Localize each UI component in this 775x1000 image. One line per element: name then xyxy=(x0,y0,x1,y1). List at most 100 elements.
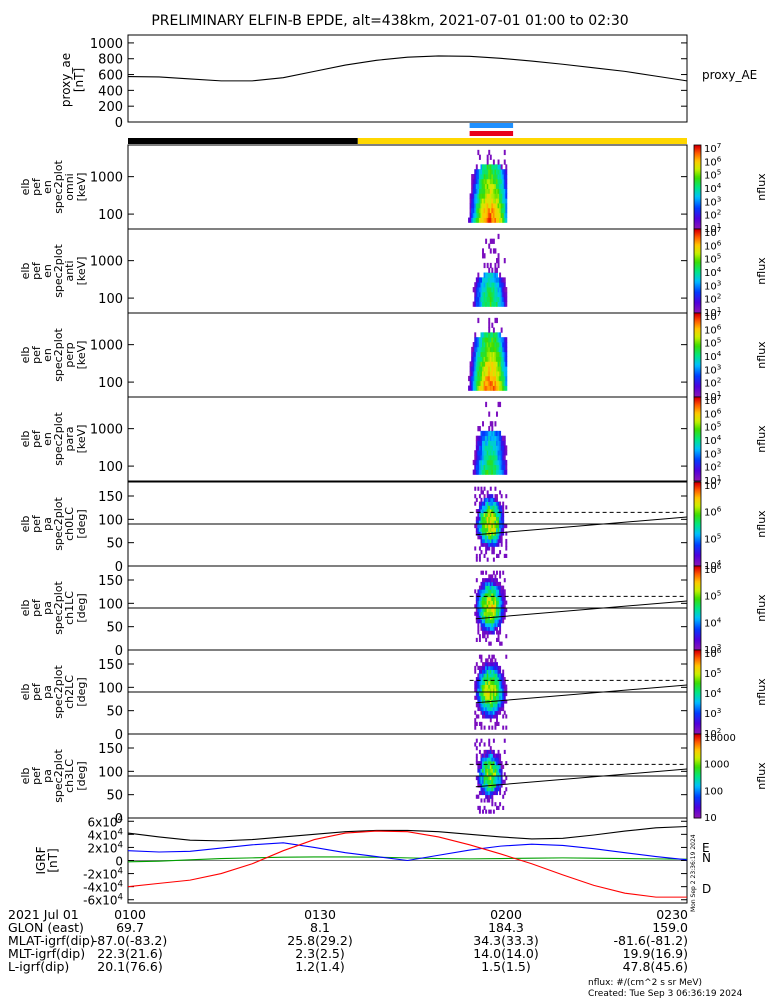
spectrogram-cell xyxy=(488,198,491,204)
spectrogram-cell xyxy=(492,714,495,719)
spectrogram-cell xyxy=(475,301,478,307)
spectrogram-cell xyxy=(491,509,494,514)
spectrogram-cell xyxy=(505,183,508,189)
nflux-units-note: nflux: #/(cm^2 s sr MeV) xyxy=(588,978,702,988)
spectrogram-cell xyxy=(482,527,484,532)
spectrogram-cell xyxy=(482,421,484,427)
spectrogram-cell xyxy=(475,596,478,601)
spectrogram-cell xyxy=(474,385,477,391)
spectrogram-cell xyxy=(502,342,505,348)
spectrogram-cell xyxy=(492,589,495,594)
colorbar-frame xyxy=(693,396,702,482)
spectrogram-cell xyxy=(477,455,480,461)
spectrogram-cell xyxy=(499,779,502,784)
spectrogram-cell xyxy=(502,469,505,475)
colorbar-step xyxy=(694,257,701,260)
spectrogram-cell xyxy=(485,768,488,773)
spectrogram-cell xyxy=(480,296,483,302)
spectrogram-cell xyxy=(502,464,505,470)
igrf-ytick-label: 6x104 xyxy=(87,814,123,829)
igrf-legend-E: E xyxy=(702,841,710,855)
spectrogram-cell xyxy=(499,351,502,357)
spectrogram-cell xyxy=(502,193,505,199)
spectrogram-cell xyxy=(491,680,494,685)
spectrogram-cell xyxy=(488,332,491,338)
spectrogram-cell xyxy=(499,516,502,521)
spectrogram-cell xyxy=(496,779,498,784)
spectrogram-cell xyxy=(491,802,494,807)
spectrogram-cell xyxy=(485,764,488,769)
spectrogram-cell xyxy=(488,203,491,209)
colorbar-step xyxy=(694,249,701,252)
spectrogram-ytick-label: 150 xyxy=(98,490,123,505)
spectrogram-cell xyxy=(497,585,500,590)
spectrogram-cell xyxy=(482,753,484,758)
spectrogram-cell xyxy=(485,183,488,189)
colorbar-step xyxy=(694,239,701,242)
spectrogram-cell xyxy=(497,346,500,353)
spectrogram-cell xyxy=(494,658,497,663)
colorbar-step xyxy=(694,556,701,559)
igrf-ylabel: IGRF xyxy=(34,846,48,874)
spectrogram-cell xyxy=(491,440,494,446)
spectrogram-cell xyxy=(489,164,492,170)
colorbar-step xyxy=(694,199,701,202)
spectrogram-cell xyxy=(503,203,506,209)
spectrogram-cell xyxy=(491,665,494,670)
colorbar-step xyxy=(694,610,701,613)
spectrogram-cell xyxy=(483,494,486,499)
spectrogram-cell xyxy=(477,779,480,784)
spectrogram-cell xyxy=(486,337,489,343)
spectrogram-cell xyxy=(497,459,500,466)
colorbar-step xyxy=(694,203,701,206)
spectrogram-cell xyxy=(491,619,494,624)
spectrogram-cell xyxy=(477,272,480,278)
colorbar-label: nflux xyxy=(755,762,768,790)
spectrogram-cell xyxy=(482,757,484,762)
colorbar-tick-label: 105 xyxy=(704,666,721,681)
spectrogram-cell xyxy=(502,212,505,218)
spectrogram-cell xyxy=(482,520,484,525)
spectrogram-cell xyxy=(480,604,483,609)
colorbar-step xyxy=(694,269,701,272)
spectrogram-cell xyxy=(483,501,486,506)
spectrogram-cell xyxy=(492,174,495,180)
spectrogram-cell xyxy=(500,291,503,298)
spectrogram-cell xyxy=(478,688,481,693)
spectrogram-cell xyxy=(482,764,484,769)
colorbar-step xyxy=(694,473,701,476)
spectrogram-cell xyxy=(492,497,495,502)
spectrogram-cell xyxy=(482,342,484,348)
spectrogram-cell xyxy=(497,193,500,199)
spectrogram-cell xyxy=(497,445,500,451)
spectrogram-cell xyxy=(469,380,472,386)
spectrogram-cell xyxy=(500,538,503,544)
colorbar-step xyxy=(694,219,701,222)
spectrogram-cell xyxy=(505,188,508,194)
spectrogram-cell xyxy=(486,272,489,278)
spectrogram-cell xyxy=(480,366,483,372)
spectrogram-cell xyxy=(480,725,483,730)
spectrogram-cell xyxy=(488,243,491,249)
spectrogram-cell xyxy=(499,366,502,372)
spectrogram-cell xyxy=(482,385,484,391)
spectrogram-cell xyxy=(500,282,503,288)
spectrogram-cell xyxy=(486,188,489,194)
spectrogram-cell xyxy=(499,193,502,199)
spectrogram-cell xyxy=(496,524,498,529)
spectrogram-cell xyxy=(477,516,480,521)
spectrogram-cell xyxy=(491,346,494,353)
spectrogram-cell xyxy=(499,469,502,475)
spectrogram-cell xyxy=(482,593,484,598)
spectrogram-cell xyxy=(488,430,491,437)
spectrogram-cell xyxy=(492,356,495,362)
spectrogram-cell xyxy=(497,772,500,777)
colorbar-step xyxy=(694,349,701,352)
spectrogram-cell xyxy=(492,581,495,586)
spectrogram-cell xyxy=(499,615,502,620)
spectrogram-cell xyxy=(499,342,502,348)
spectrogram-cell xyxy=(486,600,489,605)
colorbar-label: nflux xyxy=(755,173,768,201)
spectrogram-cell xyxy=(480,385,483,391)
colorbar-step xyxy=(694,802,701,805)
